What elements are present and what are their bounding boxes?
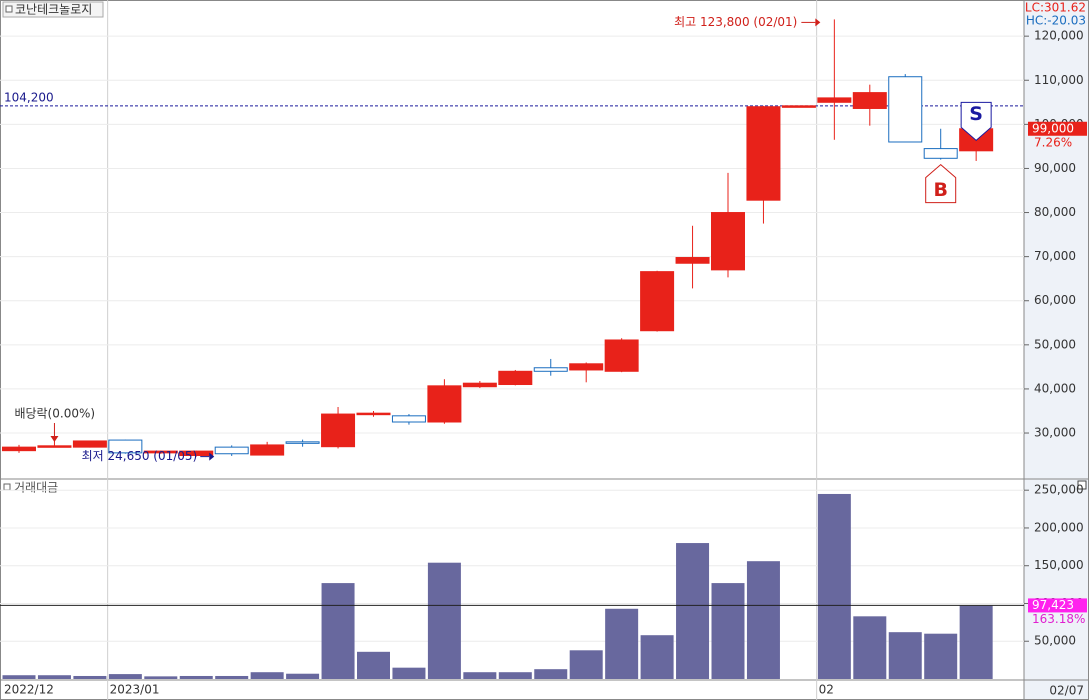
x-tick-label: 02: [819, 683, 834, 697]
candle-body: [2, 446, 36, 452]
candle-body: [923, 148, 958, 159]
volume-bar: [640, 635, 674, 679]
x-tick-label: 2023/01: [110, 683, 160, 697]
change-label: 7.26%: [1034, 135, 1072, 149]
sell-signal-label: S: [969, 103, 983, 125]
average-box: [1028, 598, 1087, 613]
candle-body: [143, 450, 178, 454]
y-tick-label: 30,000: [1034, 426, 1076, 440]
volume-bar: [2, 675, 36, 679]
y-tick-label: 110,000: [1034, 73, 1084, 87]
axis-area: [1024, 0, 1089, 700]
candle-body: [604, 339, 639, 372]
buy-signal-label: B: [933, 179, 947, 201]
volume-bar: [427, 562, 461, 679]
average-label: 97,423: [1032, 598, 1074, 612]
ratio-label: 163.18%: [1032, 612, 1085, 626]
candle-body: [108, 439, 143, 454]
y-tick-label: 40,000: [1034, 381, 1076, 395]
candle-body: [888, 76, 923, 143]
volume-bar: [817, 493, 851, 679]
volume-bar: [108, 674, 142, 679]
x-tick-label: 2022/12: [4, 683, 54, 697]
candle-body: [356, 412, 391, 416]
candle-body: [781, 105, 816, 108]
volume-bar: [924, 633, 958, 679]
candle-body: [72, 440, 107, 448]
low-arrowhead: [209, 452, 215, 461]
volume-bar: [853, 616, 887, 679]
title-box: [2, 1, 104, 18]
volume-bar: [179, 675, 213, 679]
y-tick-label: 80,000: [1034, 205, 1076, 219]
candle-body: [533, 367, 568, 372]
panel-button[interactable]: [1077, 480, 1087, 490]
candle-body: [711, 212, 745, 271]
volume-bar: [73, 675, 107, 679]
y-tick-label: 250,000: [1034, 483, 1084, 497]
y-tick-label: 70,000: [1034, 249, 1076, 263]
y-tick-label: 200,000: [1034, 520, 1084, 534]
chart-title: 코난테크놀로지: [15, 3, 92, 17]
candle-body: [321, 413, 356, 448]
volume-bar: [286, 673, 320, 679]
volume-icon: [3, 483, 11, 491]
volume-bar: [321, 583, 355, 679]
volume-bar: [250, 672, 284, 679]
volume-bar: [37, 675, 71, 679]
y-tick-label: 120,000: [1034, 29, 1084, 43]
y-tick-label: 50,000: [1034, 337, 1076, 351]
volume-bar: [676, 543, 710, 679]
last-date: 02/07: [1049, 684, 1084, 698]
candle-body: [285, 441, 320, 444]
volume-bar: [534, 669, 568, 679]
y-tick-label: 60,000: [1034, 293, 1076, 307]
volume-bar: [711, 583, 745, 679]
volume-bar: [392, 667, 426, 679]
volume-bar: [215, 675, 249, 679]
volume-bar: [498, 672, 532, 679]
candle-body: [250, 444, 285, 456]
sell-signal: [960, 101, 992, 141]
volume-bar: [357, 651, 390, 679]
high-arrowhead: [815, 18, 821, 27]
last-price-label: 99,000: [1032, 121, 1074, 135]
reference-label: 104,200: [4, 90, 54, 104]
candle-body: [462, 382, 497, 388]
volume-bar: [144, 676, 178, 679]
volume-bar: [746, 561, 780, 679]
y-tick-label: 90,000: [1034, 161, 1076, 175]
candle-body: [817, 97, 852, 103]
volume-bar: [605, 608, 639, 679]
last-price-box: [1028, 121, 1087, 136]
volume-bar: [463, 672, 497, 679]
candle-body: [391, 415, 426, 423]
candle-body: [214, 446, 249, 455]
y-tick-label: 150,000: [1034, 558, 1084, 572]
lc-label: LC:301.62: [1025, 1, 1086, 15]
ex-dividend-arrowhead: [50, 436, 59, 442]
ex-dividend-label: 배당락(0.00%): [14, 407, 95, 421]
candle-body: [498, 370, 533, 386]
low-annotation: 최저 24,650 (01/05): [82, 449, 198, 463]
buy-signal: [925, 163, 957, 204]
candle-body: [37, 445, 72, 448]
candle-body: [569, 363, 604, 371]
volume-title: 거래대금: [14, 481, 58, 495]
high-annotation: 최고 123,800 (02/01): [674, 15, 797, 29]
title-icon: [5, 5, 13, 13]
candle-body: [852, 92, 887, 109]
candle-body: [675, 257, 710, 264]
volume-bar: [888, 632, 922, 679]
candle-body: [640, 271, 675, 332]
volume-bar: [959, 605, 993, 679]
candle-body: [179, 450, 214, 457]
candle-body: [427, 385, 462, 423]
hc-label: HC:-20.03: [1026, 14, 1086, 28]
y-tick-label: 50,000: [1034, 634, 1076, 648]
candle-body: [746, 106, 781, 201]
volume-bar: [569, 650, 603, 679]
